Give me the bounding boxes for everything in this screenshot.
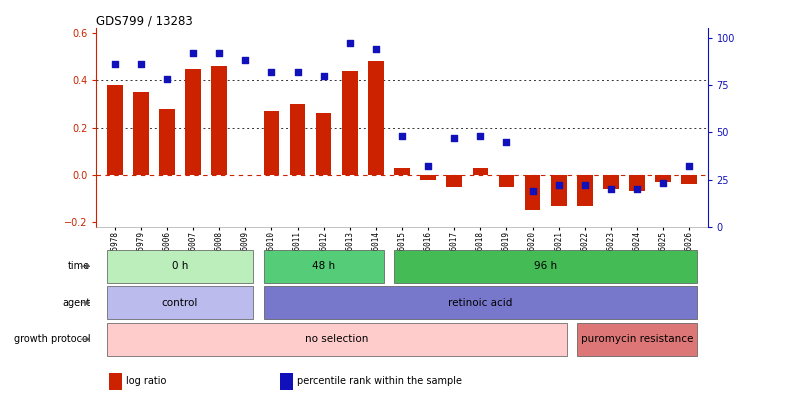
- Bar: [368, 62, 383, 175]
- Point: [186, 50, 199, 56]
- Point: [134, 61, 147, 68]
- Bar: [263, 250, 383, 283]
- Bar: [654, 175, 671, 182]
- Text: growth protocol: growth protocol: [14, 334, 90, 344]
- Bar: [341, 71, 357, 175]
- Point: [552, 182, 565, 188]
- Bar: [681, 175, 696, 184]
- Bar: [524, 175, 540, 210]
- Bar: [107, 323, 566, 356]
- Bar: [577, 175, 592, 206]
- Point: [317, 72, 330, 79]
- Bar: [107, 286, 253, 319]
- Point: [499, 139, 512, 145]
- Point: [161, 76, 173, 83]
- Text: 96 h: 96 h: [533, 261, 556, 271]
- Text: GDS799 / 13283: GDS799 / 13283: [96, 14, 193, 27]
- Point: [604, 186, 617, 192]
- Point: [291, 68, 304, 75]
- Point: [577, 182, 590, 188]
- Text: no selection: no selection: [304, 334, 368, 344]
- Bar: [107, 85, 122, 175]
- Text: log ratio: log ratio: [125, 376, 166, 386]
- Bar: [132, 92, 149, 175]
- Bar: [279, 373, 293, 390]
- Point: [213, 50, 226, 56]
- Text: percentile rank within the sample: percentile rank within the sample: [296, 376, 462, 386]
- Bar: [629, 175, 644, 191]
- Point: [447, 135, 460, 141]
- Point: [473, 133, 486, 139]
- Point: [108, 61, 121, 68]
- Point: [238, 57, 251, 64]
- Bar: [185, 68, 201, 175]
- Bar: [550, 175, 566, 206]
- Bar: [289, 104, 305, 175]
- Text: control: control: [161, 298, 198, 308]
- Bar: [602, 175, 618, 189]
- Point: [421, 163, 434, 170]
- Bar: [577, 323, 696, 356]
- Bar: [393, 250, 696, 283]
- Text: puromycin resistance: puromycin resistance: [580, 334, 692, 344]
- Bar: [316, 113, 331, 175]
- Point: [525, 188, 538, 194]
- Bar: [108, 373, 122, 390]
- Text: 0 h: 0 h: [172, 261, 188, 271]
- Point: [265, 68, 278, 75]
- Bar: [107, 250, 253, 283]
- Bar: [498, 175, 514, 187]
- Bar: [211, 66, 226, 175]
- Point: [682, 163, 695, 170]
- Text: agent: agent: [62, 298, 90, 308]
- Bar: [420, 175, 435, 179]
- Point: [656, 180, 669, 187]
- Text: 48 h: 48 h: [312, 261, 335, 271]
- Bar: [446, 175, 462, 187]
- Bar: [263, 111, 279, 175]
- Point: [630, 186, 642, 192]
- Bar: [472, 168, 487, 175]
- Bar: [159, 109, 174, 175]
- Text: retinoic acid: retinoic acid: [447, 298, 512, 308]
- Bar: [263, 286, 696, 319]
- Bar: [393, 168, 410, 175]
- Point: [369, 46, 382, 52]
- Text: time: time: [68, 261, 90, 271]
- Point: [395, 133, 408, 139]
- Point: [343, 40, 356, 47]
